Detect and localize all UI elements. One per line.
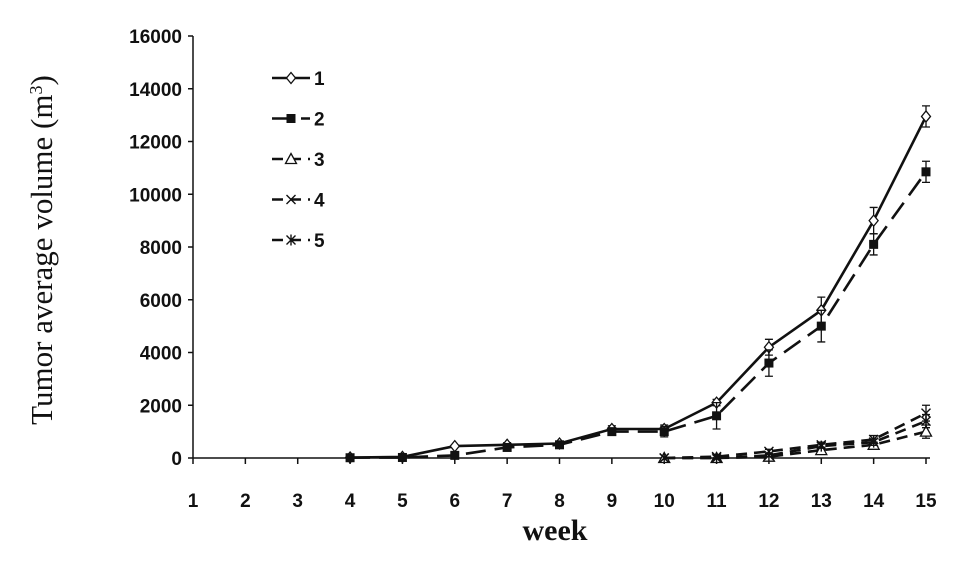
y-axis-label-superscript: 3 — [26, 86, 46, 95]
x-tick-label: 15 — [915, 491, 937, 512]
series-line — [350, 115, 928, 459]
series-layer — [344, 105, 933, 464]
data-point — [450, 450, 460, 460]
series-5 — [659, 413, 931, 464]
legend-item-1: 1 — [272, 69, 325, 90]
x-tick-label: 4 — [345, 491, 356, 512]
x-tick-labels: 1 2 3 4 5 6 7 8 9 10 11 12 13 14 15 — [188, 458, 937, 512]
x-tick-label: 13 — [811, 491, 832, 512]
data-point — [869, 239, 879, 249]
data-point — [659, 427, 669, 437]
x-tick-label: 1 — [188, 491, 199, 512]
data-point — [764, 358, 774, 368]
axes — [192, 36, 930, 459]
y-tick-labels: 0 2000 4000 6000 8000 10000 12000 14000 16000 — [129, 27, 193, 470]
data-point — [816, 440, 827, 452]
x-tick-label: 2 — [240, 491, 251, 512]
legend-item-2: 2 — [272, 110, 325, 131]
x-tick-label: 3 — [292, 491, 303, 512]
series-line — [664, 419, 927, 460]
data-point — [763, 449, 774, 461]
data-point — [555, 440, 564, 450]
series-3 — [657, 424, 933, 464]
data-point — [345, 453, 355, 463]
data-point — [397, 452, 407, 462]
data-point — [449, 439, 461, 453]
data-point — [921, 408, 931, 419]
data-point — [868, 436, 879, 448]
x-tick-label: 7 — [502, 491, 513, 512]
data-point — [921, 415, 931, 427]
x-axis-label: week — [523, 514, 588, 547]
data-point — [920, 109, 932, 123]
legend-swatch-marker — [286, 114, 296, 123]
legend-label: 3 — [314, 150, 325, 171]
legend-item-4: 4 — [272, 191, 325, 212]
x-tick-label: 8 — [554, 491, 565, 512]
data-point — [919, 424, 933, 437]
y-tick-label: 16000 — [129, 27, 182, 48]
legend-label: 4 — [314, 191, 325, 212]
y-tick-label: 14000 — [129, 80, 182, 101]
data-point — [921, 167, 931, 177]
data-point — [816, 321, 826, 331]
x-tick-label: 12 — [758, 491, 779, 512]
y-tick-label: 2000 — [140, 396, 182, 417]
x-tick-label: 5 — [397, 491, 408, 512]
data-point — [502, 442, 512, 452]
legend-swatch-marker — [284, 152, 298, 165]
y-tick-label: 8000 — [140, 238, 182, 259]
x-tick-label: 9 — [607, 491, 618, 512]
series-2 — [345, 160, 931, 463]
y-axis-label: Tumor average volume (m3) — [24, 75, 59, 425]
data-point — [607, 427, 617, 437]
legend-swatch-marker — [286, 234, 296, 246]
x-tick-label: 14 — [863, 491, 885, 512]
legend-item-5: 5 — [272, 231, 325, 252]
data-point — [868, 214, 879, 228]
y-tick-label: 0 — [171, 449, 182, 470]
legend-item-3: 3 — [272, 150, 325, 171]
legend-swatch-marker — [286, 194, 296, 205]
series-line — [350, 171, 928, 459]
data-point — [659, 452, 670, 464]
x-tick-label: 6 — [449, 491, 460, 512]
data-point — [712, 411, 722, 421]
legend-label: 1 — [314, 69, 325, 90]
series-1 — [344, 105, 932, 464]
legend-swatch-marker — [285, 71, 297, 85]
y-tick-label: 12000 — [129, 133, 182, 154]
legend-label: 2 — [314, 110, 325, 131]
y-tick-label: 10000 — [129, 185, 182, 206]
y-axis-label-close: ) — [24, 75, 59, 85]
y-tick-label: 4000 — [140, 344, 182, 365]
y-tick-label: 6000 — [140, 291, 182, 312]
data-point — [711, 452, 722, 464]
legend-label: 5 — [314, 231, 325, 252]
legend: 1 2 3 4 5 — [272, 69, 325, 252]
y-axis-label-text: Tumor average volume (m — [24, 95, 59, 425]
x-tick-label: 11 — [707, 491, 728, 512]
x-tick-label: 10 — [654, 491, 675, 512]
